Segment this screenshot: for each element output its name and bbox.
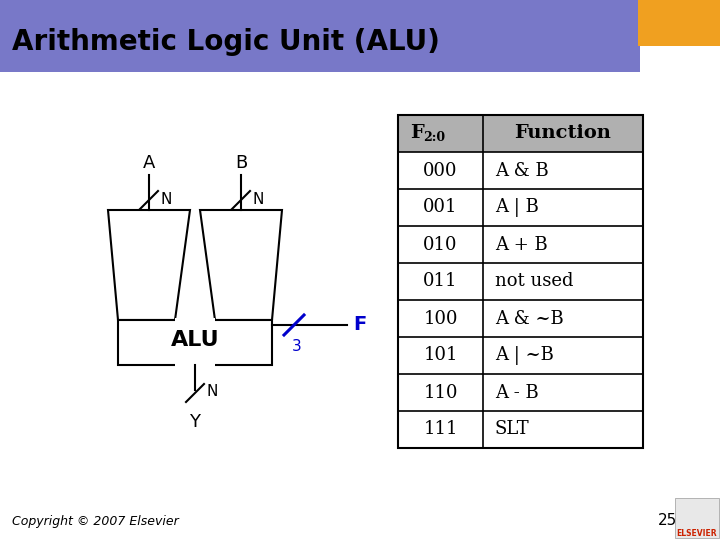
Text: F: F — [410, 125, 424, 143]
Text: N: N — [206, 384, 217, 400]
Text: A + B: A + B — [495, 235, 548, 253]
Bar — [398, 115, 643, 152]
Text: 011: 011 — [423, 273, 458, 291]
Polygon shape — [200, 210, 282, 320]
Text: 25: 25 — [658, 513, 678, 528]
Bar — [118, 320, 272, 365]
Text: A | B: A | B — [495, 198, 539, 217]
Text: 000: 000 — [423, 161, 458, 179]
Text: 2:0: 2:0 — [423, 131, 445, 144]
Bar — [398, 115, 643, 448]
Bar — [175, 318, 215, 367]
Text: Function: Function — [515, 125, 611, 143]
Text: 110: 110 — [423, 383, 458, 402]
Text: not used: not used — [495, 273, 574, 291]
Bar — [675, 498, 719, 538]
Text: Arithmetic Logic Unit (ALU): Arithmetic Logic Unit (ALU) — [12, 28, 440, 56]
Text: A | ~B: A | ~B — [495, 346, 554, 365]
Text: SLT: SLT — [495, 421, 530, 438]
Text: 010: 010 — [423, 235, 458, 253]
Text: A & B: A & B — [495, 161, 549, 179]
Text: 100: 100 — [423, 309, 458, 327]
Text: 001: 001 — [423, 199, 458, 217]
Text: F: F — [353, 315, 366, 334]
Text: 111: 111 — [423, 421, 458, 438]
Text: B: B — [235, 154, 247, 172]
Text: ELSEVIER: ELSEVIER — [677, 529, 717, 538]
Polygon shape — [108, 210, 190, 320]
Text: N: N — [160, 192, 171, 206]
Text: N: N — [252, 192, 264, 206]
Bar — [0, 0, 640, 72]
Bar — [398, 152, 643, 448]
Text: A & ~B: A & ~B — [495, 309, 564, 327]
Text: Copyright © 2007 Elsevier: Copyright © 2007 Elsevier — [12, 515, 179, 528]
Text: A - B: A - B — [495, 383, 539, 402]
Text: Y: Y — [189, 413, 200, 431]
Text: A: A — [143, 154, 156, 172]
Bar — [638, 0, 720, 46]
Text: 101: 101 — [423, 347, 458, 364]
Text: ALU: ALU — [171, 330, 220, 350]
Text: 3: 3 — [292, 339, 302, 354]
